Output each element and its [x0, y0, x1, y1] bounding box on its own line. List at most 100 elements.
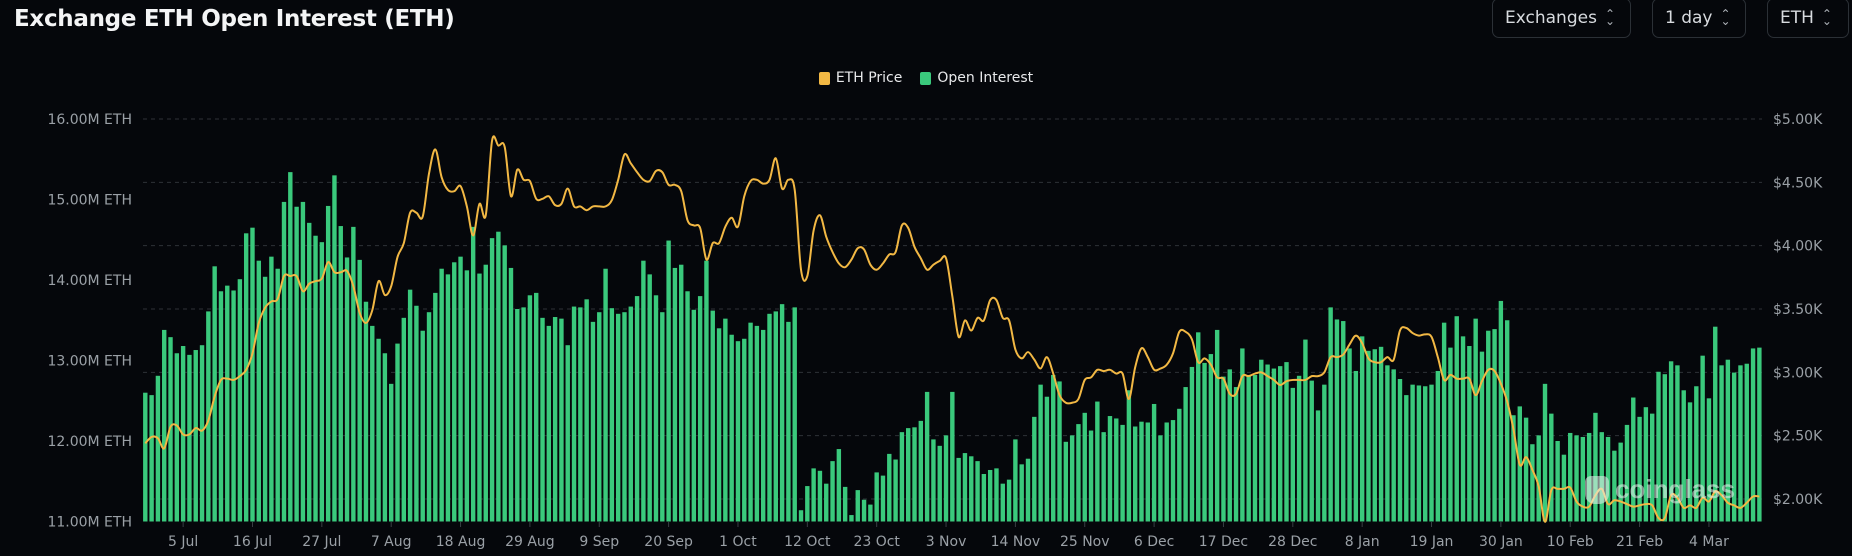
open-interest-bar [1593, 412, 1598, 522]
open-interest-bar [1353, 370, 1359, 522]
open-interest-bar [319, 242, 325, 522]
open-interest-bar [1170, 420, 1176, 522]
open-interest-bar [1252, 374, 1258, 522]
open-interest-bar [193, 350, 198, 522]
x-axis-tick-label: 30 Jan [1479, 534, 1523, 550]
open-interest-bar [565, 345, 570, 522]
open-interest-bar [760, 329, 766, 522]
open-interest-bar [634, 296, 640, 522]
open-interest-bar [1032, 416, 1037, 522]
open-interest-bar [325, 205, 331, 522]
open-interest-bar [817, 470, 823, 522]
open-interest-bar [653, 295, 659, 522]
open-interest-bar [1750, 348, 1756, 522]
open-interest-bar [786, 321, 791, 522]
open-interest-bar [1164, 422, 1169, 522]
open-interest-bar [1006, 479, 1012, 522]
x-axis-tick-label: 9 Sep [579, 534, 619, 550]
eth-price-series-line [144, 135, 1760, 523]
open-interest-bar [1196, 332, 1201, 522]
open-interest-bar [1227, 369, 1232, 522]
chevron-up-down-icon: ⌃ ⌄ [1604, 7, 1615, 28]
open-interest-bar [1315, 410, 1321, 522]
right-axis-tick-label: $2.00K [1773, 492, 1823, 508]
open-interest-bar [1486, 330, 1491, 522]
unit-select-label: ETH [1780, 8, 1814, 28]
open-interest-bar [1322, 384, 1327, 522]
open-interest-bar [1460, 336, 1466, 522]
open-interest-bar [559, 318, 564, 522]
x-axis-tick-label: 21 Feb [1616, 534, 1663, 550]
open-interest-bar [748, 322, 753, 522]
open-interest-bar [262, 276, 268, 522]
open-interest-bar [445, 274, 451, 522]
exchanges-select[interactable]: Exchanges ⌃ ⌄ [1492, 0, 1631, 38]
legend-item-eth-price[interactable]: ETH Price [818, 70, 903, 86]
open-interest-bar [1530, 444, 1535, 522]
open-interest-bar [1725, 359, 1731, 522]
open-interest-bar [1183, 387, 1188, 522]
open-interest-bar [351, 226, 356, 522]
open-interest-bar [1404, 395, 1409, 522]
x-axis-tick-label: 25 Nov [1060, 534, 1110, 550]
open-interest-bar [987, 469, 993, 522]
interval-select[interactable]: 1 day ⌃ ⌄ [1652, 0, 1746, 38]
open-interest-bar [243, 233, 249, 522]
open-interest-bar [231, 290, 236, 522]
coinglass-watermark: coinglass [1585, 474, 1735, 505]
open-interest-bar [723, 318, 728, 522]
open-interest-bar [1069, 435, 1075, 522]
open-interest-bar [534, 292, 539, 522]
open-interest-bar [1303, 339, 1308, 522]
open-interest-bar [1492, 329, 1497, 522]
open-interest-bar [1694, 386, 1699, 522]
open-interest-bar [1448, 347, 1453, 522]
open-interest-bar [515, 308, 520, 522]
open-interest-bar [950, 391, 955, 522]
chart-legend: ETH Price Open Interest [0, 70, 1852, 86]
open-interest-bar [1568, 432, 1573, 522]
open-interest-bar [307, 222, 312, 522]
open-interest-bar [1309, 380, 1314, 522]
open-interest-bar [1511, 415, 1516, 522]
open-interest-bar [1416, 385, 1422, 522]
open-interest-bar [1637, 416, 1642, 522]
open-interest-bar [1328, 307, 1333, 522]
open-interest-bar [1214, 329, 1220, 522]
x-axis: 5 Jul 16 Jul 27 Jul 7 Aug 18 Aug 29 Aug 9 Sep 2… [168, 522, 1729, 550]
x-axis-tick-label: 29 Aug [505, 534, 555, 550]
open-interest-bar [477, 273, 482, 522]
open-interest-bar [363, 301, 369, 522]
open-interest-bar [1624, 424, 1630, 522]
open-interest-bar [1151, 403, 1157, 522]
open-interest-bar [855, 490, 860, 522]
open-interest-bar [1643, 407, 1649, 522]
open-interest-bar [382, 353, 388, 522]
open-interest-bar [439, 268, 444, 522]
x-axis-tick-label: 10 Feb [1547, 534, 1594, 550]
open-interest-bar [1038, 384, 1043, 522]
legend-item-open-interest[interactable]: Open Interest [920, 70, 1033, 86]
x-axis-tick-label: 28 Dec [1268, 534, 1317, 550]
open-interest-bar [237, 279, 243, 522]
legend-label: ETH Price [835, 70, 903, 86]
open-interest-bar [1391, 369, 1396, 522]
open-interest-bar [162, 329, 167, 522]
open-interest-bars [143, 172, 1762, 522]
open-interest-bar [395, 343, 400, 522]
open-interest-bar [1423, 386, 1428, 522]
open-interest-bar [924, 391, 930, 522]
unit-select[interactable]: ETH ⌃ ⌄ [1767, 0, 1849, 38]
open-interest-bar [805, 486, 810, 522]
open-interest-bar [452, 262, 457, 522]
open-interest-bar [1549, 413, 1554, 522]
open-interest-bar [716, 328, 722, 522]
open-interest-bar [1101, 432, 1106, 522]
open-interest-bar [685, 291, 690, 522]
open-interest-bar [742, 338, 747, 522]
open-interest-bar [1713, 326, 1718, 522]
open-interest-bar [830, 461, 835, 522]
open-interest-bar [906, 428, 911, 522]
open-interest-bar [426, 312, 432, 522]
open-interest-bar [1025, 458, 1031, 522]
